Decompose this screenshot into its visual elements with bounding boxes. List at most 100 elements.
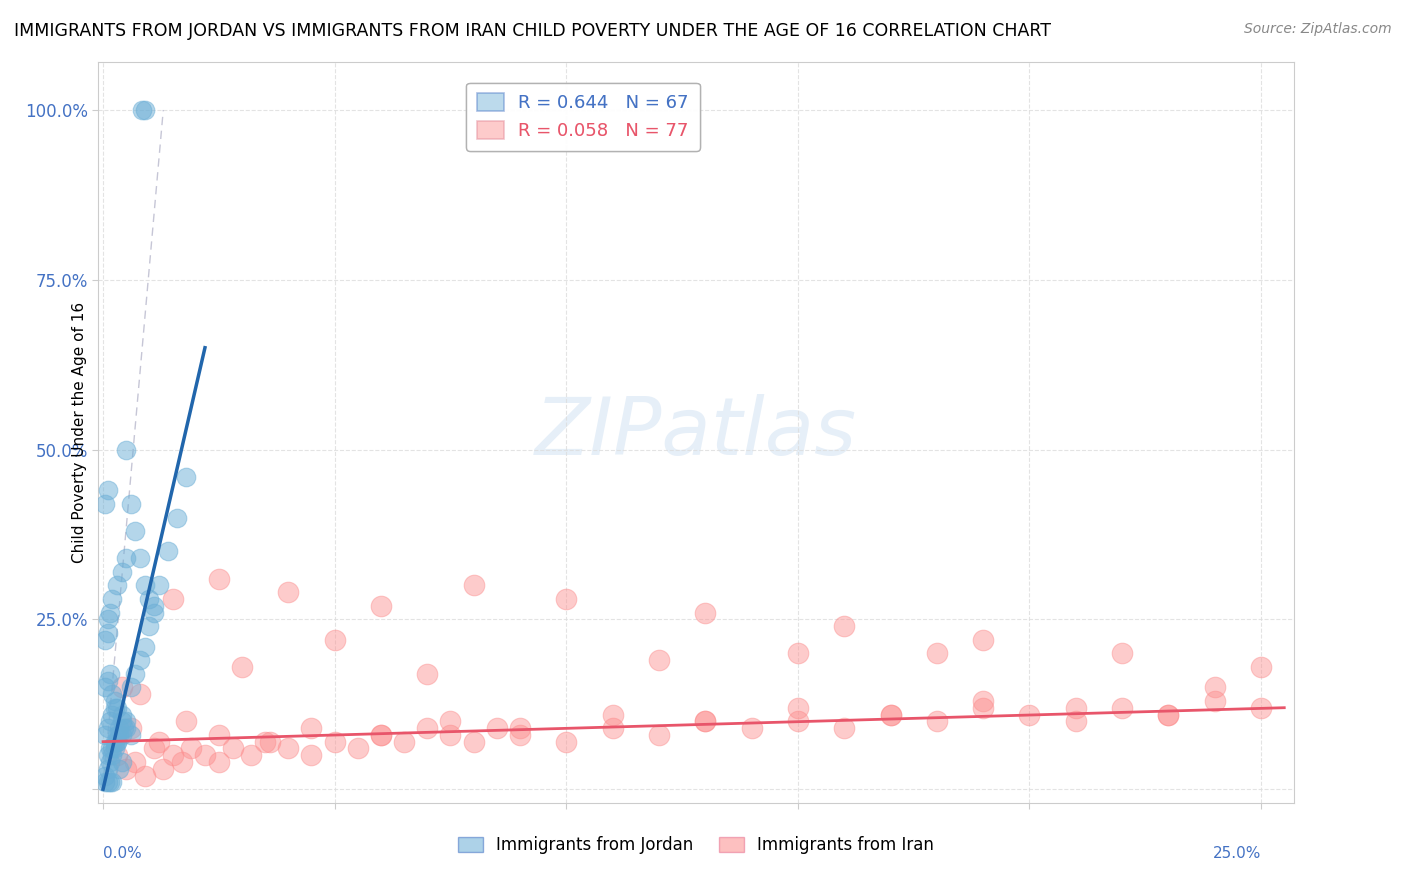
Point xyxy=(97,612,120,626)
Point xyxy=(97,626,120,640)
Point xyxy=(152,762,174,776)
Point xyxy=(1111,700,1133,714)
Text: 25.0%: 25.0% xyxy=(1213,847,1261,862)
Point xyxy=(115,714,138,729)
Point xyxy=(972,632,994,647)
Point xyxy=(120,728,142,742)
Point xyxy=(832,721,855,735)
Point xyxy=(98,755,121,769)
Point xyxy=(97,673,120,688)
Point xyxy=(105,728,128,742)
Point xyxy=(509,728,531,742)
Point xyxy=(138,592,160,607)
Point xyxy=(115,442,138,457)
Point xyxy=(104,741,127,756)
Text: 0.0%: 0.0% xyxy=(103,847,142,862)
Point xyxy=(97,721,120,735)
Point xyxy=(277,585,299,599)
Point xyxy=(101,748,124,763)
Point xyxy=(222,741,245,756)
Point xyxy=(94,775,117,789)
Point xyxy=(231,660,253,674)
Point xyxy=(1250,660,1272,674)
Point xyxy=(555,592,578,607)
Point xyxy=(485,721,508,735)
Point xyxy=(254,734,277,748)
Point xyxy=(110,714,132,729)
Point xyxy=(170,755,193,769)
Point xyxy=(138,619,160,633)
Point xyxy=(416,666,439,681)
Point xyxy=(463,734,485,748)
Point xyxy=(112,721,135,735)
Point xyxy=(110,707,132,722)
Point xyxy=(1157,707,1180,722)
Point xyxy=(323,734,346,748)
Point xyxy=(134,578,156,592)
Point xyxy=(110,681,132,695)
Point xyxy=(370,728,392,742)
Point xyxy=(1111,646,1133,660)
Point xyxy=(786,700,808,714)
Point xyxy=(925,714,948,729)
Point xyxy=(98,741,121,756)
Point xyxy=(439,714,461,729)
Point xyxy=(104,700,127,714)
Point xyxy=(143,741,166,756)
Point xyxy=(104,734,127,748)
Point xyxy=(105,734,128,748)
Point xyxy=(972,694,994,708)
Point xyxy=(98,775,121,789)
Point xyxy=(1204,694,1226,708)
Point xyxy=(124,666,146,681)
Point xyxy=(110,755,132,769)
Point xyxy=(832,619,855,633)
Point xyxy=(98,606,121,620)
Point xyxy=(97,483,120,498)
Point xyxy=(392,734,415,748)
Text: IMMIGRANTS FROM JORDAN VS IMMIGRANTS FROM IRAN CHILD POVERTY UNDER THE AGE OF 16: IMMIGRANTS FROM JORDAN VS IMMIGRANTS FRO… xyxy=(14,22,1052,40)
Point xyxy=(648,653,671,667)
Point xyxy=(98,666,121,681)
Point xyxy=(97,748,120,763)
Point xyxy=(208,728,231,742)
Point xyxy=(97,762,120,776)
Point xyxy=(94,769,117,783)
Point xyxy=(1064,700,1087,714)
Point xyxy=(94,681,117,695)
Point xyxy=(143,599,166,613)
Point xyxy=(439,728,461,742)
Point xyxy=(97,775,120,789)
Point xyxy=(131,103,153,117)
Point xyxy=(134,769,156,783)
Point xyxy=(208,755,231,769)
Point xyxy=(148,578,170,592)
Point xyxy=(156,544,179,558)
Point xyxy=(124,755,146,769)
Point xyxy=(124,524,146,538)
Point xyxy=(648,728,671,742)
Point xyxy=(101,592,124,607)
Point xyxy=(98,714,121,729)
Point xyxy=(741,721,763,735)
Point xyxy=(786,646,808,660)
Point xyxy=(108,721,131,735)
Legend: R = 0.644   N = 67, R = 0.058   N = 77: R = 0.644 N = 67, R = 0.058 N = 77 xyxy=(465,83,700,151)
Point xyxy=(166,510,188,524)
Point xyxy=(259,734,281,748)
Point xyxy=(120,497,142,511)
Point xyxy=(1204,681,1226,695)
Point xyxy=(148,734,170,748)
Point xyxy=(110,565,132,579)
Point xyxy=(176,714,198,729)
Point xyxy=(208,572,231,586)
Point xyxy=(695,714,717,729)
Point xyxy=(194,748,217,763)
Point xyxy=(463,578,485,592)
Point xyxy=(101,687,124,701)
Point xyxy=(101,741,124,756)
Point xyxy=(134,103,156,117)
Point xyxy=(695,714,717,729)
Point xyxy=(120,721,142,735)
Point xyxy=(94,632,117,647)
